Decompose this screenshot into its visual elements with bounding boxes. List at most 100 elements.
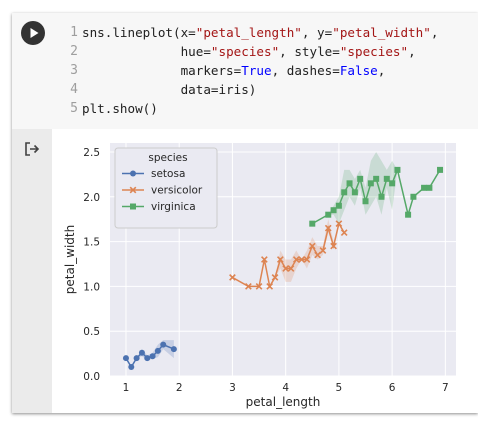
code-token: hue= — [82, 44, 211, 59]
x-tick-label: 7 — [442, 382, 449, 394]
data-point-versicolor — [292, 256, 300, 263]
data-point-virginica — [362, 198, 369, 205]
code-token: data=iris) — [82, 82, 257, 97]
legend-title: species — [148, 152, 187, 164]
x-tick-label: 2 — [176, 382, 183, 394]
code-token: "petal_width" — [332, 25, 431, 40]
data-point-versicolor — [282, 265, 290, 272]
code-token: , — [408, 44, 416, 59]
x-tick-label: 4 — [282, 382, 289, 394]
code-line: markers=True, dashes=False, — [82, 61, 438, 80]
data-point-virginica — [437, 166, 444, 173]
data-point-setosa — [160, 341, 167, 348]
legend-label: setosa — [151, 168, 185, 180]
line-number: 3 — [70, 63, 78, 78]
data-point-versicolor — [314, 251, 321, 259]
code-token: , y= — [301, 25, 333, 40]
output-arrow-icon[interactable] — [24, 141, 40, 157]
data-point-virginica — [325, 211, 332, 218]
code-line: data=iris) — [82, 80, 438, 99]
x-tick-label: 3 — [229, 382, 236, 394]
legend-marker — [130, 170, 136, 177]
data-point-versicolor — [255, 283, 263, 290]
code-text[interactable]: sns.lineplot(x="petal_length", y="petal_… — [82, 23, 438, 118]
data-point-setosa — [154, 347, 161, 354]
line-number-gutter: 1 2 3 4 5 — [62, 23, 78, 118]
play-icon — [30, 28, 39, 38]
data-point-versicolor — [287, 265, 295, 272]
data-point-setosa — [149, 353, 156, 360]
line-number: 2 — [70, 44, 78, 59]
legend: species setosa versicolor virginica — [114, 147, 218, 229]
data-point-virginica — [330, 207, 337, 214]
x-axis-label: petal_length — [246, 395, 321, 409]
legend-label: virginica — [151, 201, 196, 213]
data-point-setosa — [170, 346, 177, 353]
y-axis-label: petal_width — [63, 225, 77, 294]
x-tick-label: 1 — [123, 382, 130, 394]
code-token: , dashes= — [271, 63, 340, 78]
code-token: "species" — [339, 44, 409, 59]
code-token: plt.show() — [82, 101, 158, 116]
data-point-setosa — [122, 355, 129, 362]
confidence-band-virginica — [312, 151, 441, 224]
code-token: True — [241, 63, 272, 78]
code-line: plt.show() — [82, 99, 438, 118]
code-token: , — [377, 63, 386, 78]
data-point-virginica — [367, 180, 374, 187]
y-tick-label: 1.5 — [83, 237, 100, 249]
y-tick-label: 2.5 — [83, 147, 100, 159]
code-token: , — [430, 25, 439, 40]
code-token: markers= — [82, 63, 242, 78]
line-number: 1 — [70, 25, 78, 40]
data-point-versicolor — [229, 274, 236, 281]
data-point-virginica — [335, 202, 342, 209]
code-token: sns.lineplot(x= — [82, 25, 196, 40]
legend-label: versicolor — [151, 185, 203, 197]
data-point-virginica — [309, 220, 316, 227]
code-token: "species" — [210, 44, 280, 59]
data-point-virginica — [383, 175, 390, 182]
code-token: False — [339, 63, 378, 78]
data-point-virginica — [426, 184, 433, 191]
data-point-versicolor — [330, 242, 337, 250]
data-point-virginica — [378, 193, 385, 200]
cell-output: 1 2 3 4 5 6 7 0.0 0.5 1.0 1.5 2.0 2.5 petal_length pet… — [52, 129, 478, 413]
legend-marker — [129, 186, 137, 194]
x-tick-label: 6 — [389, 382, 396, 394]
code-line: hue="species", style="species", — [82, 42, 438, 61]
code-token: , style= — [279, 44, 340, 59]
data-point-virginica — [357, 175, 364, 182]
code-token: "petal_length" — [195, 25, 302, 40]
data-point-virginica — [405, 211, 412, 218]
code-line: sns.lineplot(x="petal_length", y="petal_… — [82, 23, 438, 42]
run-cell-button[interactable] — [21, 21, 45, 45]
data-point-virginica — [410, 193, 417, 200]
data-point-versicolor — [319, 247, 327, 254]
lineplot-chart: 1 2 3 4 5 6 7 0.0 0.5 1.0 1.5 2.0 2.5 petal_length pet… — [63, 143, 456, 409]
data-point-versicolor — [271, 274, 279, 281]
data-point-setosa — [133, 355, 140, 362]
data-point-virginica — [421, 184, 428, 191]
legend-box — [114, 147, 218, 229]
line-number: 5 — [70, 101, 78, 116]
data-point-versicolor — [276, 256, 284, 263]
y-tick-label: 0.5 — [83, 326, 100, 338]
data-point-setosa — [138, 349, 145, 356]
data-point-virginica — [394, 166, 401, 173]
data-point-setosa — [144, 355, 151, 362]
confidence-band-versicolor — [232, 219, 345, 287]
data-point-virginica — [351, 189, 358, 196]
data-point-virginica — [341, 189, 348, 196]
data-point-versicolor — [261, 256, 268, 263]
data-point-versicolor — [266, 283, 274, 290]
data-point-virginica — [373, 175, 380, 182]
x-tick-label: 5 — [336, 382, 343, 394]
data-point-versicolor — [335, 220, 343, 228]
y-tick-label: 2.0 — [83, 192, 100, 204]
output-gutter — [12, 129, 52, 413]
data-point-virginica — [346, 180, 353, 187]
data-point-versicolor — [324, 224, 332, 232]
